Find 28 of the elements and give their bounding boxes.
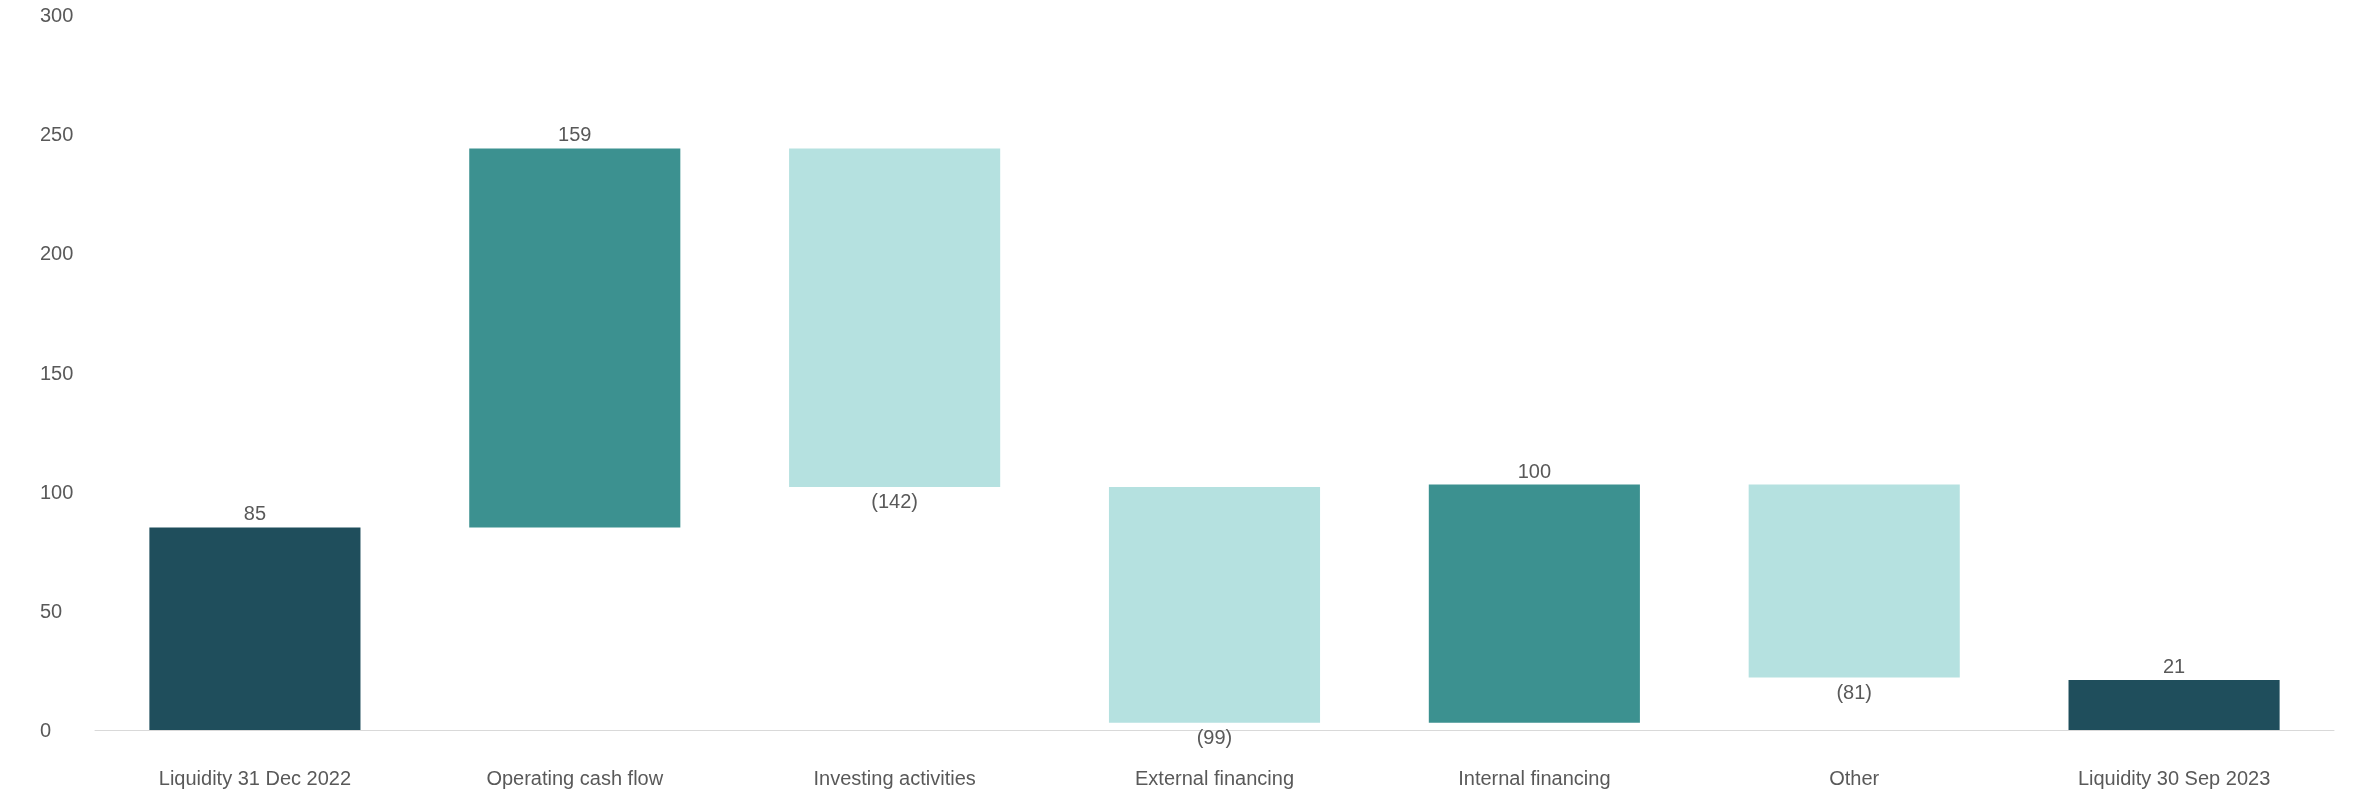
bar — [149, 527, 361, 730]
y-tick-label: 50 — [40, 599, 63, 622]
y-tick-label: 250 — [40, 123, 74, 146]
x-tick-label: Internal financing — [1458, 767, 1611, 789]
y-tick-label: 0 — [40, 719, 52, 741]
y-tick-label: 200 — [40, 242, 74, 265]
bar — [1428, 484, 1640, 723]
data-label: 159 — [558, 123, 592, 146]
data-label: (81) — [1836, 680, 1872, 703]
bar — [469, 148, 681, 528]
x-tick-label: Investing activities — [813, 767, 976, 789]
bar — [2068, 679, 2280, 730]
data-label: (142) — [871, 489, 918, 512]
y-tick-label: 100 — [40, 480, 74, 503]
bar — [789, 148, 1001, 487]
data-label: 21 — [2162, 654, 2186, 677]
data-label: 100 — [1517, 459, 1552, 482]
y-tick-label: 150 — [40, 361, 74, 384]
x-tick-label: Operating cash flow — [486, 767, 664, 789]
data-label: (99) — [1196, 725, 1233, 748]
bar — [1748, 484, 1960, 678]
x-tick-label: Other — [1829, 767, 1880, 789]
x-tick-label: Liquidity 30 Sep 2023 — [2077, 767, 2271, 789]
bar — [1108, 486, 1321, 723]
x-tick-label: External financing — [1135, 767, 1294, 789]
data-label: 85 — [243, 502, 267, 525]
x-tick-label: Liquidity 31 Dec 2022 — [158, 767, 352, 789]
y-tick-label: 300 — [40, 4, 74, 26]
